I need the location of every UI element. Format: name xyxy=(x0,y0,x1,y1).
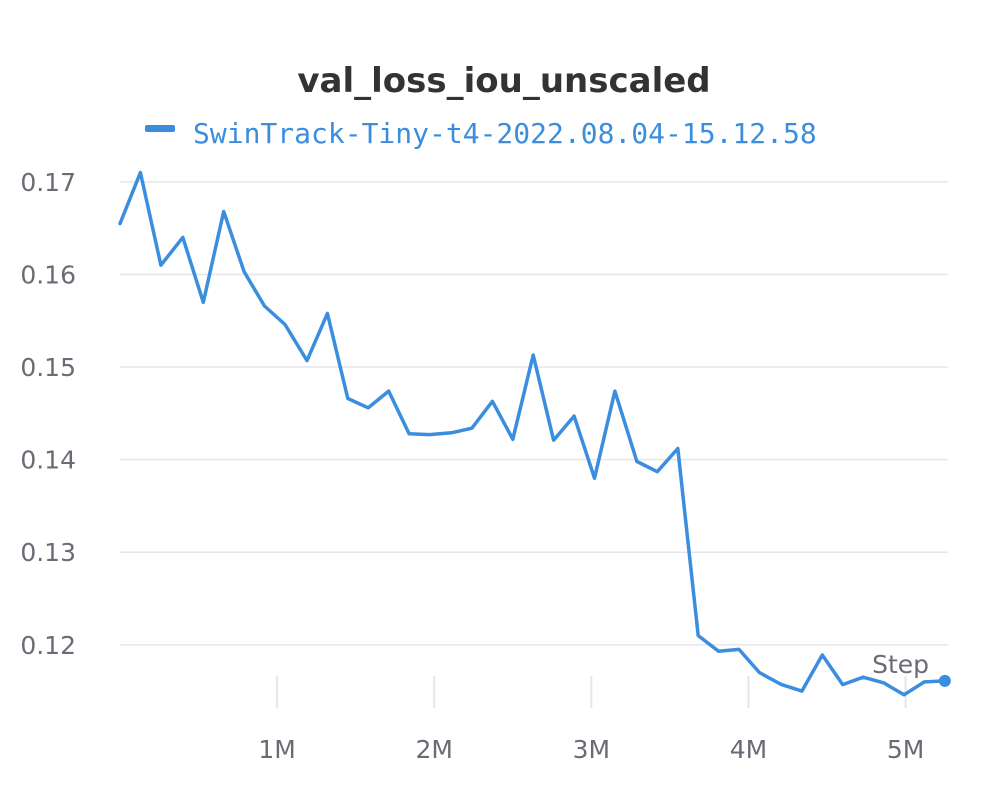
gridlines xyxy=(120,181,948,646)
series-layer[interactable] xyxy=(118,170,951,697)
y-tick-label: 0.17 xyxy=(20,168,76,197)
y-tick-label: 0.16 xyxy=(20,260,76,289)
legend-label: SwinTrack-Tiny-t4-2022.08.04-15.12.58 xyxy=(193,117,817,150)
series-endpoint-marker[interactable] xyxy=(938,674,951,687)
y-axis-ticks: 0.12 0.13 0.14 0.15 0.16 0.17 xyxy=(20,168,76,660)
y-tick-label: 0.12 xyxy=(20,631,76,660)
y-tick-label: 0.14 xyxy=(20,446,76,475)
legend[interactable]: SwinTrack-Tiny-t4-2022.08.04-15.12.58 xyxy=(145,117,817,150)
x-tick-label: 4M xyxy=(730,735,767,764)
x-axis-ticks: 1M 2M 3M 4M 5M xyxy=(258,676,924,764)
chart-title: val_loss_iou_unscaled xyxy=(297,61,710,101)
y-tick-label: 0.15 xyxy=(20,353,76,382)
x-tick-label: 2M xyxy=(415,735,452,764)
x-tick-label: 5M xyxy=(887,735,924,764)
x-tick-label: 1M xyxy=(258,735,295,764)
legend-swatch xyxy=(145,125,175,132)
x-axis-label: Step xyxy=(872,650,929,679)
x-tick-label: 3M xyxy=(573,735,610,764)
y-tick-label: 0.13 xyxy=(20,538,76,567)
series-line[interactable] xyxy=(118,170,947,697)
